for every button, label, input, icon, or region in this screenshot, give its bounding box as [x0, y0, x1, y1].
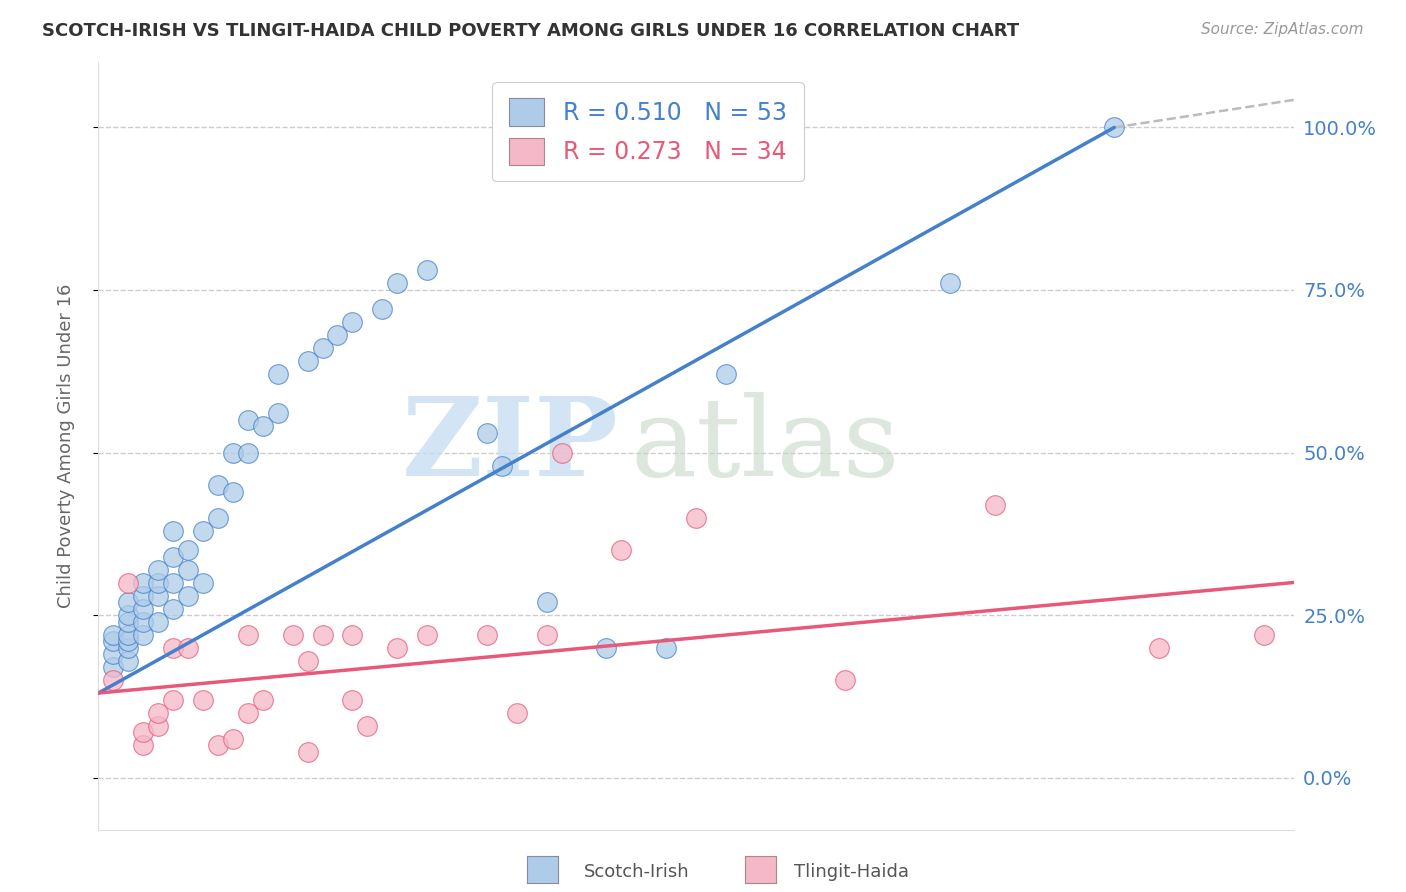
Point: [132, 627, 155, 641]
Point: [117, 607, 139, 622]
Point: [103, 627, 125, 641]
Point: [281, 627, 304, 641]
Point: [236, 445, 259, 459]
Point: [536, 595, 558, 609]
Point: [342, 316, 364, 330]
Point: [117, 634, 139, 648]
Point: [984, 498, 1007, 512]
Point: [132, 575, 155, 590]
Point: [655, 640, 678, 655]
Text: Scotch-Irish: Scotch-Irish: [583, 863, 689, 881]
Point: [177, 562, 200, 576]
Point: [236, 706, 259, 720]
Point: [117, 627, 139, 641]
Point: [132, 601, 155, 615]
Point: [207, 738, 229, 752]
Point: [550, 445, 572, 459]
Point: [103, 634, 125, 648]
Point: [536, 627, 558, 641]
Point: [297, 354, 319, 368]
Text: atlas: atlas: [630, 392, 900, 500]
Point: [207, 478, 229, 492]
Point: [132, 615, 155, 629]
Point: [385, 277, 409, 291]
Point: [117, 640, 139, 655]
Point: [162, 692, 184, 706]
Point: [148, 706, 170, 720]
Point: [117, 654, 139, 668]
Point: [103, 673, 125, 687]
Point: [714, 368, 737, 382]
Point: [162, 575, 184, 590]
Point: [416, 627, 439, 641]
Point: [595, 640, 617, 655]
Point: [236, 627, 259, 641]
Point: [162, 524, 184, 538]
Point: [148, 575, 170, 590]
Point: [475, 627, 498, 641]
Point: [117, 575, 139, 590]
Point: [162, 549, 184, 564]
Point: [222, 484, 245, 499]
Point: [267, 407, 290, 421]
Point: [297, 654, 319, 668]
Point: [267, 368, 290, 382]
Point: [311, 342, 333, 356]
Point: [207, 510, 229, 524]
Point: [1104, 120, 1126, 135]
Point: [356, 718, 378, 732]
Point: [222, 731, 245, 746]
Point: [834, 673, 856, 687]
Point: [132, 738, 155, 752]
Point: [103, 660, 125, 674]
Point: [252, 419, 274, 434]
Point: [252, 692, 274, 706]
Point: [506, 706, 529, 720]
Point: [610, 543, 633, 558]
Point: [939, 277, 962, 291]
Point: [117, 595, 139, 609]
Point: [162, 601, 184, 615]
Point: [148, 589, 170, 603]
Point: [342, 627, 364, 641]
Point: [132, 725, 155, 739]
Point: [177, 640, 200, 655]
Point: [326, 328, 349, 343]
Text: Tlingit-Haida: Tlingit-Haida: [794, 863, 910, 881]
Point: [491, 458, 513, 473]
Point: [311, 627, 333, 641]
Point: [222, 445, 245, 459]
Point: [191, 692, 214, 706]
Point: [148, 718, 170, 732]
Point: [177, 589, 200, 603]
Point: [385, 640, 409, 655]
Point: [191, 575, 214, 590]
Point: [1253, 627, 1275, 641]
Point: [685, 510, 707, 524]
Point: [416, 263, 439, 277]
Point: [191, 524, 214, 538]
Text: Source: ZipAtlas.com: Source: ZipAtlas.com: [1201, 22, 1364, 37]
Point: [297, 745, 319, 759]
Point: [236, 413, 259, 427]
Point: [132, 589, 155, 603]
Text: ZIP: ZIP: [402, 392, 619, 500]
Point: [177, 543, 200, 558]
Point: [148, 562, 170, 576]
Point: [117, 615, 139, 629]
Point: [162, 640, 184, 655]
Point: [1147, 640, 1170, 655]
Text: SCOTCH-IRISH VS TLINGIT-HAIDA CHILD POVERTY AMONG GIRLS UNDER 16 CORRELATION CHA: SCOTCH-IRISH VS TLINGIT-HAIDA CHILD POVE…: [42, 22, 1019, 40]
Point: [103, 647, 125, 661]
Y-axis label: Child Poverty Among Girls Under 16: Child Poverty Among Girls Under 16: [56, 284, 75, 608]
Point: [475, 425, 498, 440]
Point: [371, 302, 394, 317]
Legend: R = 0.510   N = 53, R = 0.273   N = 34: R = 0.510 N = 53, R = 0.273 N = 34: [492, 82, 804, 181]
Point: [342, 692, 364, 706]
Point: [148, 615, 170, 629]
